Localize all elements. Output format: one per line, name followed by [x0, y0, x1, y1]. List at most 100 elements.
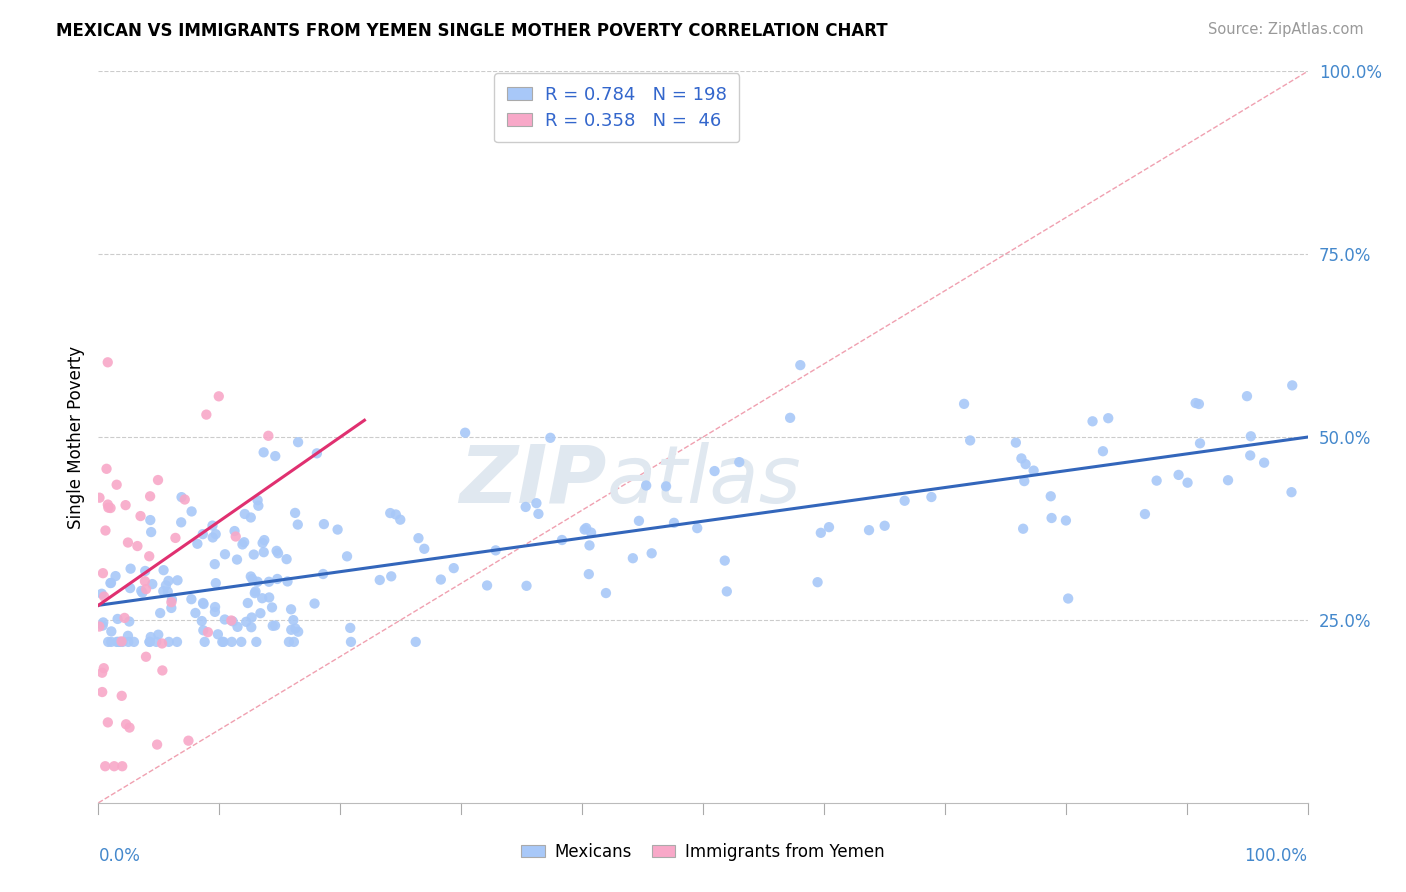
- Point: [893, 493, 915, 508]
- Point: [180, 504, 202, 518]
- Point: [155, 578, 177, 592]
- Point: [245, 584, 267, 599]
- Point: [243, 586, 266, 600]
- Point: [120, 581, 142, 595]
- Point: [122, 635, 145, 649]
- Point: [287, 517, 309, 532]
- Point: [1081, 414, 1104, 428]
- Point: [150, 636, 173, 650]
- Point: [207, 627, 229, 641]
- Point: [640, 546, 662, 560]
- Point: [627, 514, 650, 528]
- Point: [177, 733, 200, 747]
- Point: [1253, 456, 1275, 470]
- Point: [96, 462, 118, 476]
- Point: [191, 596, 214, 610]
- Point: [1188, 397, 1211, 411]
- Y-axis label: Single Mother Poverty: Single Mother Poverty: [66, 345, 84, 529]
- Point: [135, 649, 157, 664]
- Point: [120, 562, 142, 576]
- Point: [380, 569, 402, 583]
- Point: [1057, 591, 1080, 606]
- Point: [134, 564, 156, 578]
- Point: [246, 493, 269, 508]
- Point: [818, 520, 841, 534]
- Point: [233, 535, 256, 549]
- Point: [287, 624, 309, 639]
- Point: [240, 610, 263, 624]
- Point: [135, 582, 157, 596]
- Point: [287, 435, 309, 450]
- Point: [138, 635, 160, 649]
- Point: [430, 573, 453, 587]
- Point: [239, 569, 262, 583]
- Point: [129, 509, 152, 524]
- Point: [1014, 457, 1036, 471]
- Point: [186, 537, 208, 551]
- Point: [779, 410, 801, 425]
- Point: [224, 524, 246, 538]
- Point: [475, 578, 498, 592]
- Point: [312, 517, 335, 532]
- Point: [538, 431, 561, 445]
- Point: [249, 606, 271, 620]
- Point: [138, 549, 160, 564]
- Point: [115, 717, 138, 731]
- Point: [240, 572, 263, 586]
- Point: [204, 605, 226, 619]
- Point: [221, 635, 243, 649]
- Point: [170, 490, 193, 504]
- Point: [201, 518, 224, 533]
- Point: [340, 635, 363, 649]
- Point: [1005, 435, 1028, 450]
- Point: [146, 473, 169, 487]
- Point: [266, 544, 288, 558]
- Point: [104, 569, 127, 583]
- Point: [284, 506, 307, 520]
- Point: [283, 635, 305, 649]
- Point: [1216, 473, 1239, 487]
- Point: [152, 584, 174, 599]
- Point: [146, 738, 169, 752]
- Point: [806, 575, 828, 590]
- Point: [443, 561, 465, 575]
- Point: [1014, 474, 1036, 488]
- Point: [595, 586, 617, 600]
- Point: [152, 563, 174, 577]
- Point: [959, 434, 981, 448]
- Point: [111, 635, 134, 649]
- Point: [134, 574, 156, 589]
- Point: [201, 531, 224, 545]
- Point: [131, 585, 153, 599]
- Point: [262, 619, 284, 633]
- Point: [339, 621, 361, 635]
- Point: [107, 612, 129, 626]
- Point: [157, 574, 180, 588]
- Point: [160, 601, 183, 615]
- Point: [703, 464, 725, 478]
- Point: [97, 355, 120, 369]
- Point: [233, 507, 256, 521]
- Point: [260, 600, 283, 615]
- Point: [1236, 389, 1258, 403]
- Point: [191, 614, 214, 628]
- Point: [170, 516, 193, 530]
- Point: [621, 551, 644, 566]
- Point: [197, 625, 219, 640]
- Point: [1184, 396, 1206, 410]
- Point: [728, 455, 751, 469]
- Point: [117, 535, 139, 549]
- Point: [100, 501, 122, 516]
- Point: [100, 575, 122, 590]
- Point: [1054, 514, 1077, 528]
- Point: [485, 543, 508, 558]
- Point: [139, 489, 162, 503]
- Point: [157, 635, 180, 649]
- Point: [515, 500, 537, 514]
- Point: [97, 498, 120, 512]
- Point: [194, 635, 217, 649]
- Point: [257, 429, 280, 443]
- Point: [97, 715, 120, 730]
- Point: [280, 623, 302, 637]
- Point: [1022, 464, 1045, 478]
